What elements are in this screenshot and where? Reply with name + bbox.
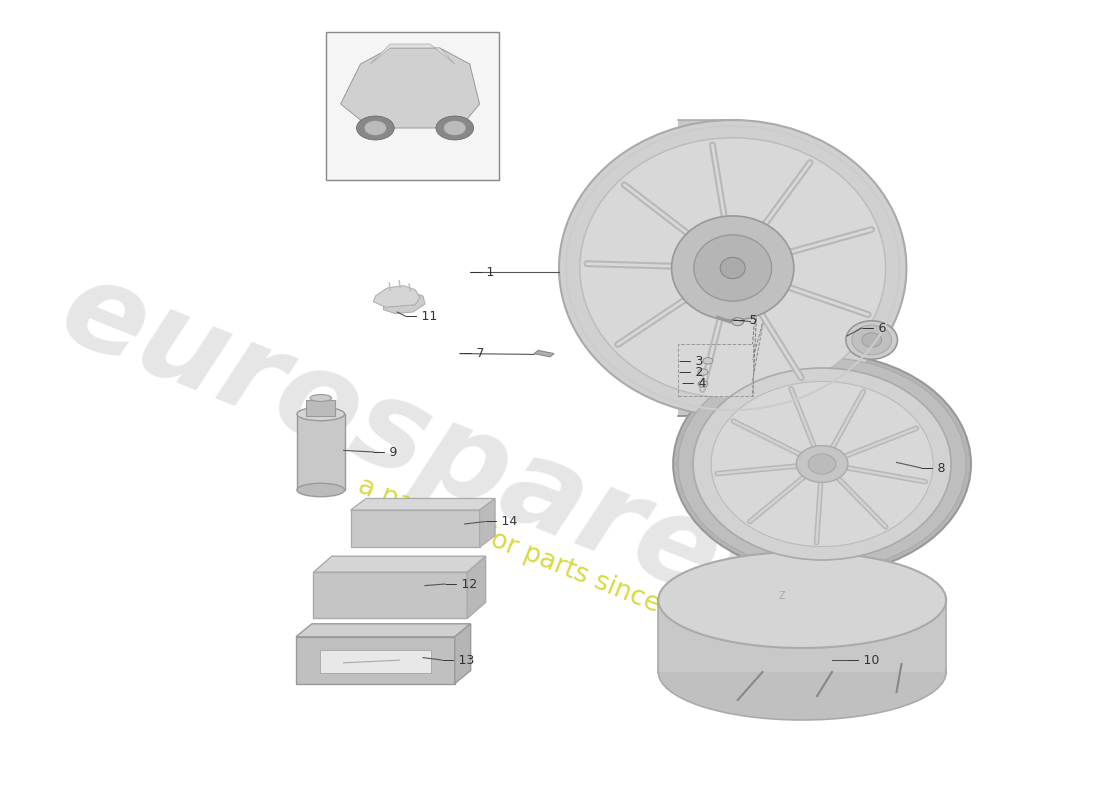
Ellipse shape bbox=[673, 354, 971, 574]
Polygon shape bbox=[371, 44, 454, 64]
Ellipse shape bbox=[297, 407, 344, 421]
Ellipse shape bbox=[444, 121, 465, 135]
Text: a passion for parts since 1985: a passion for parts since 1985 bbox=[354, 474, 734, 646]
Text: — 1: — 1 bbox=[470, 266, 494, 278]
Ellipse shape bbox=[580, 138, 886, 398]
Bar bbox=[297, 414, 344, 490]
Polygon shape bbox=[658, 600, 946, 672]
Ellipse shape bbox=[668, 207, 689, 329]
Text: — 14: — 14 bbox=[485, 515, 517, 528]
Ellipse shape bbox=[720, 258, 745, 278]
Polygon shape bbox=[373, 286, 420, 307]
Text: — 12: — 12 bbox=[444, 578, 477, 590]
Ellipse shape bbox=[658, 552, 946, 648]
Text: — 8: — 8 bbox=[922, 462, 946, 474]
Polygon shape bbox=[341, 48, 480, 128]
Ellipse shape bbox=[436, 116, 474, 140]
Ellipse shape bbox=[559, 120, 906, 416]
Ellipse shape bbox=[356, 116, 394, 140]
Ellipse shape bbox=[698, 369, 708, 375]
Ellipse shape bbox=[703, 358, 713, 364]
Text: eurospares: eurospares bbox=[45, 249, 805, 647]
Polygon shape bbox=[480, 498, 495, 547]
Text: — 3: — 3 bbox=[679, 355, 704, 368]
Polygon shape bbox=[351, 510, 480, 547]
Polygon shape bbox=[296, 624, 471, 637]
Polygon shape bbox=[383, 293, 425, 314]
Polygon shape bbox=[678, 120, 733, 416]
Ellipse shape bbox=[732, 318, 744, 326]
Bar bbox=[307, 400, 336, 416]
Ellipse shape bbox=[796, 446, 848, 482]
Ellipse shape bbox=[698, 381, 708, 387]
Ellipse shape bbox=[364, 121, 386, 135]
Polygon shape bbox=[454, 624, 471, 683]
Ellipse shape bbox=[693, 368, 952, 560]
Ellipse shape bbox=[711, 382, 933, 546]
Text: — 6: — 6 bbox=[861, 322, 887, 334]
Text: — 13: — 13 bbox=[442, 654, 474, 666]
Polygon shape bbox=[296, 637, 454, 683]
Text: Z: Z bbox=[779, 591, 785, 601]
Polygon shape bbox=[351, 498, 495, 510]
Ellipse shape bbox=[662, 193, 694, 343]
Text: — 11: — 11 bbox=[405, 310, 438, 322]
Polygon shape bbox=[468, 556, 486, 618]
Ellipse shape bbox=[658, 624, 946, 720]
Text: — 10: — 10 bbox=[847, 654, 879, 666]
Ellipse shape bbox=[310, 394, 331, 402]
Text: — 9: — 9 bbox=[373, 446, 398, 458]
Ellipse shape bbox=[846, 321, 898, 359]
Ellipse shape bbox=[694, 235, 771, 301]
Ellipse shape bbox=[678, 358, 966, 570]
Ellipse shape bbox=[808, 454, 836, 474]
Text: — 5: — 5 bbox=[733, 314, 757, 326]
Ellipse shape bbox=[297, 483, 344, 497]
Polygon shape bbox=[535, 350, 554, 357]
Text: — 7: — 7 bbox=[460, 347, 484, 360]
Text: — 4: — 4 bbox=[682, 377, 706, 390]
Text: — 2: — 2 bbox=[679, 366, 704, 379]
Ellipse shape bbox=[672, 216, 794, 320]
Ellipse shape bbox=[861, 333, 881, 347]
Bar bbox=[678, 344, 752, 396]
Ellipse shape bbox=[851, 326, 891, 355]
Polygon shape bbox=[314, 572, 468, 618]
Polygon shape bbox=[314, 556, 486, 572]
Polygon shape bbox=[320, 650, 431, 674]
Bar bbox=[326, 32, 499, 180]
